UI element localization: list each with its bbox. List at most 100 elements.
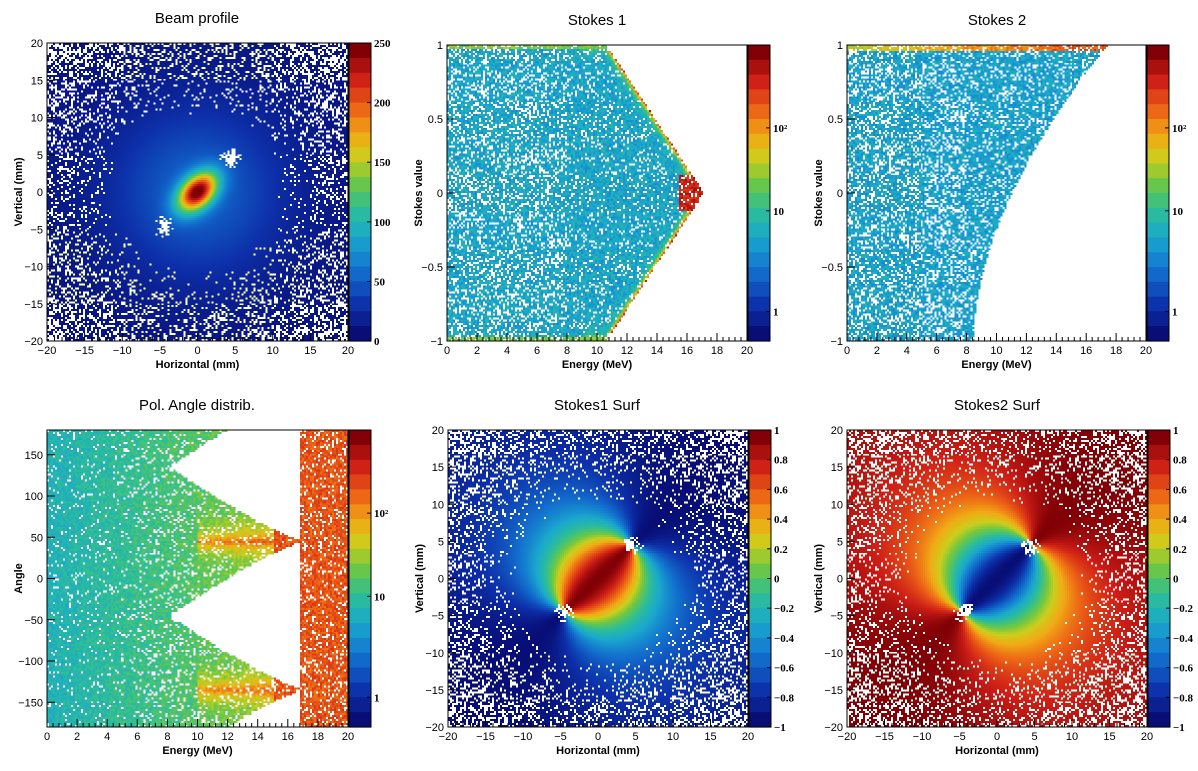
x-tick-label: 6	[934, 345, 940, 357]
colorbar-swatch	[1147, 45, 1169, 61]
x-tick-label: 20	[741, 345, 753, 357]
y-tick-label: −0.5	[821, 262, 843, 274]
colorbar-swatch	[1147, 207, 1169, 224]
y-tick-label: −10	[425, 648, 444, 660]
x-tick-label: −10	[913, 731, 932, 743]
colorbar-swatch	[748, 148, 770, 164]
y-tick-label: 10	[831, 499, 843, 511]
y-tick-label: 10	[31, 113, 43, 125]
colorbar-swatch	[349, 637, 371, 654]
colorbar-tick-label: 0.2	[1173, 544, 1187, 556]
colorbar-swatch	[1148, 489, 1170, 505]
colorbar-tick-label: 10²	[1172, 123, 1187, 135]
x-tick-label: 5	[632, 731, 638, 743]
colorbar-swatch	[349, 459, 371, 476]
colorbar-swatch	[1148, 652, 1170, 669]
colorbar-swatch	[1147, 311, 1169, 327]
colorbar-swatch	[349, 548, 371, 565]
colorbar-swatch	[749, 430, 771, 446]
colorbar-swatch	[349, 87, 371, 104]
colorbar-swatch	[349, 206, 371, 223]
x-tick-label: 0	[994, 731, 1000, 743]
y-tick-label: 5	[438, 536, 444, 548]
y-tick-label: −15	[824, 685, 843, 697]
colorbar-swatch	[748, 104, 770, 120]
colorbar-swatch	[1147, 326, 1169, 342]
colorbar-tick-label: −0.4	[774, 633, 795, 645]
colorbar-swatch	[748, 178, 770, 194]
y-tick-label: 0.5	[828, 114, 843, 126]
colorbar-swatch	[749, 489, 771, 505]
colorbar-tick-label: 10	[374, 591, 386, 603]
x-tick-label: 10	[591, 345, 603, 357]
colorbar-tick-label: −0.6	[774, 663, 795, 675]
colorbar-swatch	[749, 548, 771, 565]
colorbar-swatch	[748, 311, 770, 327]
colorbar-frame	[348, 429, 372, 728]
beam-x-axis-label: Horizontal (mm)	[156, 359, 240, 371]
colorbar-tick-label: 250	[374, 38, 391, 50]
colorbar-swatch	[349, 326, 371, 342]
x-tick-label: −15	[875, 731, 894, 743]
x-tick-label: 8	[964, 345, 970, 357]
colorbar-tick-label: −1	[774, 722, 786, 734]
colorbar-swatch	[748, 252, 770, 268]
colorbar-tick-label: 0.6	[774, 484, 788, 496]
colorbar-swatch	[748, 74, 770, 90]
x-tick-label: −15	[75, 345, 94, 357]
colorbar-swatch	[748, 237, 770, 253]
x-tick-label: 4	[504, 345, 510, 357]
colorbar-tick-label: 0.4	[1173, 514, 1187, 526]
colorbar-tick-label: −0.2	[774, 603, 795, 615]
colorbar-tick-label: 0	[374, 336, 380, 348]
colorbar-swatch	[349, 444, 371, 461]
colorbar-swatch	[749, 608, 771, 624]
colorbar-swatch	[748, 59, 770, 76]
colorbar-frame	[348, 42, 372, 342]
beam-title: Beam profile	[155, 10, 239, 27]
colorbar-swatch	[349, 578, 371, 594]
y-tick-label: −1	[830, 336, 843, 348]
colorbar-swatch	[349, 430, 371, 446]
angle-y-axis-label: Angle	[13, 563, 25, 594]
y-tick-label: 1	[837, 40, 843, 52]
colorbar-swatch	[1147, 281, 1169, 298]
colorbar-swatch	[749, 533, 771, 550]
colorbar-swatch	[1148, 533, 1170, 550]
colorbar-swatch	[349, 533, 371, 550]
colorbar-swatch	[349, 682, 371, 698]
x-tick-label: 4	[104, 731, 110, 743]
x-tick-label: 14	[651, 345, 663, 357]
x-tick-label: −15	[476, 731, 495, 743]
angle-heatmap-image	[47, 430, 348, 727]
s1surf-heatmap-image	[448, 430, 748, 727]
colorbar-swatch	[748, 193, 770, 209]
colorbar-swatch	[349, 697, 371, 713]
s1-y-axis-label: Stokes value	[413, 159, 425, 226]
x-tick-label: 0	[444, 345, 450, 357]
colorbar-swatch	[748, 163, 770, 179]
colorbar-swatch	[349, 712, 371, 728]
x-tick-label: −20	[838, 731, 857, 743]
y-tick-label: −5	[830, 611, 843, 623]
colorbar-swatch	[748, 296, 770, 312]
colorbar-swatch	[1148, 519, 1170, 535]
y-tick-label: 20	[432, 425, 444, 437]
colorbar-swatch	[749, 578, 771, 594]
colorbar-tick-label: −1	[1173, 722, 1185, 734]
x-tick-label: 2	[74, 731, 80, 743]
s1surf-x-axis-label: Horizontal (mm)	[556, 745, 640, 757]
x-tick-label: 0	[595, 731, 601, 743]
colorbar-swatch	[749, 623, 771, 639]
colorbar-swatch	[349, 266, 371, 282]
colorbar-tick-label: 150	[374, 157, 391, 169]
colorbar-swatch	[1148, 712, 1170, 728]
colorbar-tick-label: −0.2	[1173, 603, 1194, 615]
x-tick-label: 10	[990, 345, 1002, 357]
colorbar-swatch	[1147, 104, 1169, 120]
x-tick-label: 20	[742, 731, 754, 743]
colorbar-swatch	[748, 222, 770, 238]
colorbar-swatch	[1147, 59, 1169, 76]
s2surf-title: Stokes2 Surf	[954, 397, 1041, 414]
colorbar-swatch	[1148, 474, 1170, 490]
